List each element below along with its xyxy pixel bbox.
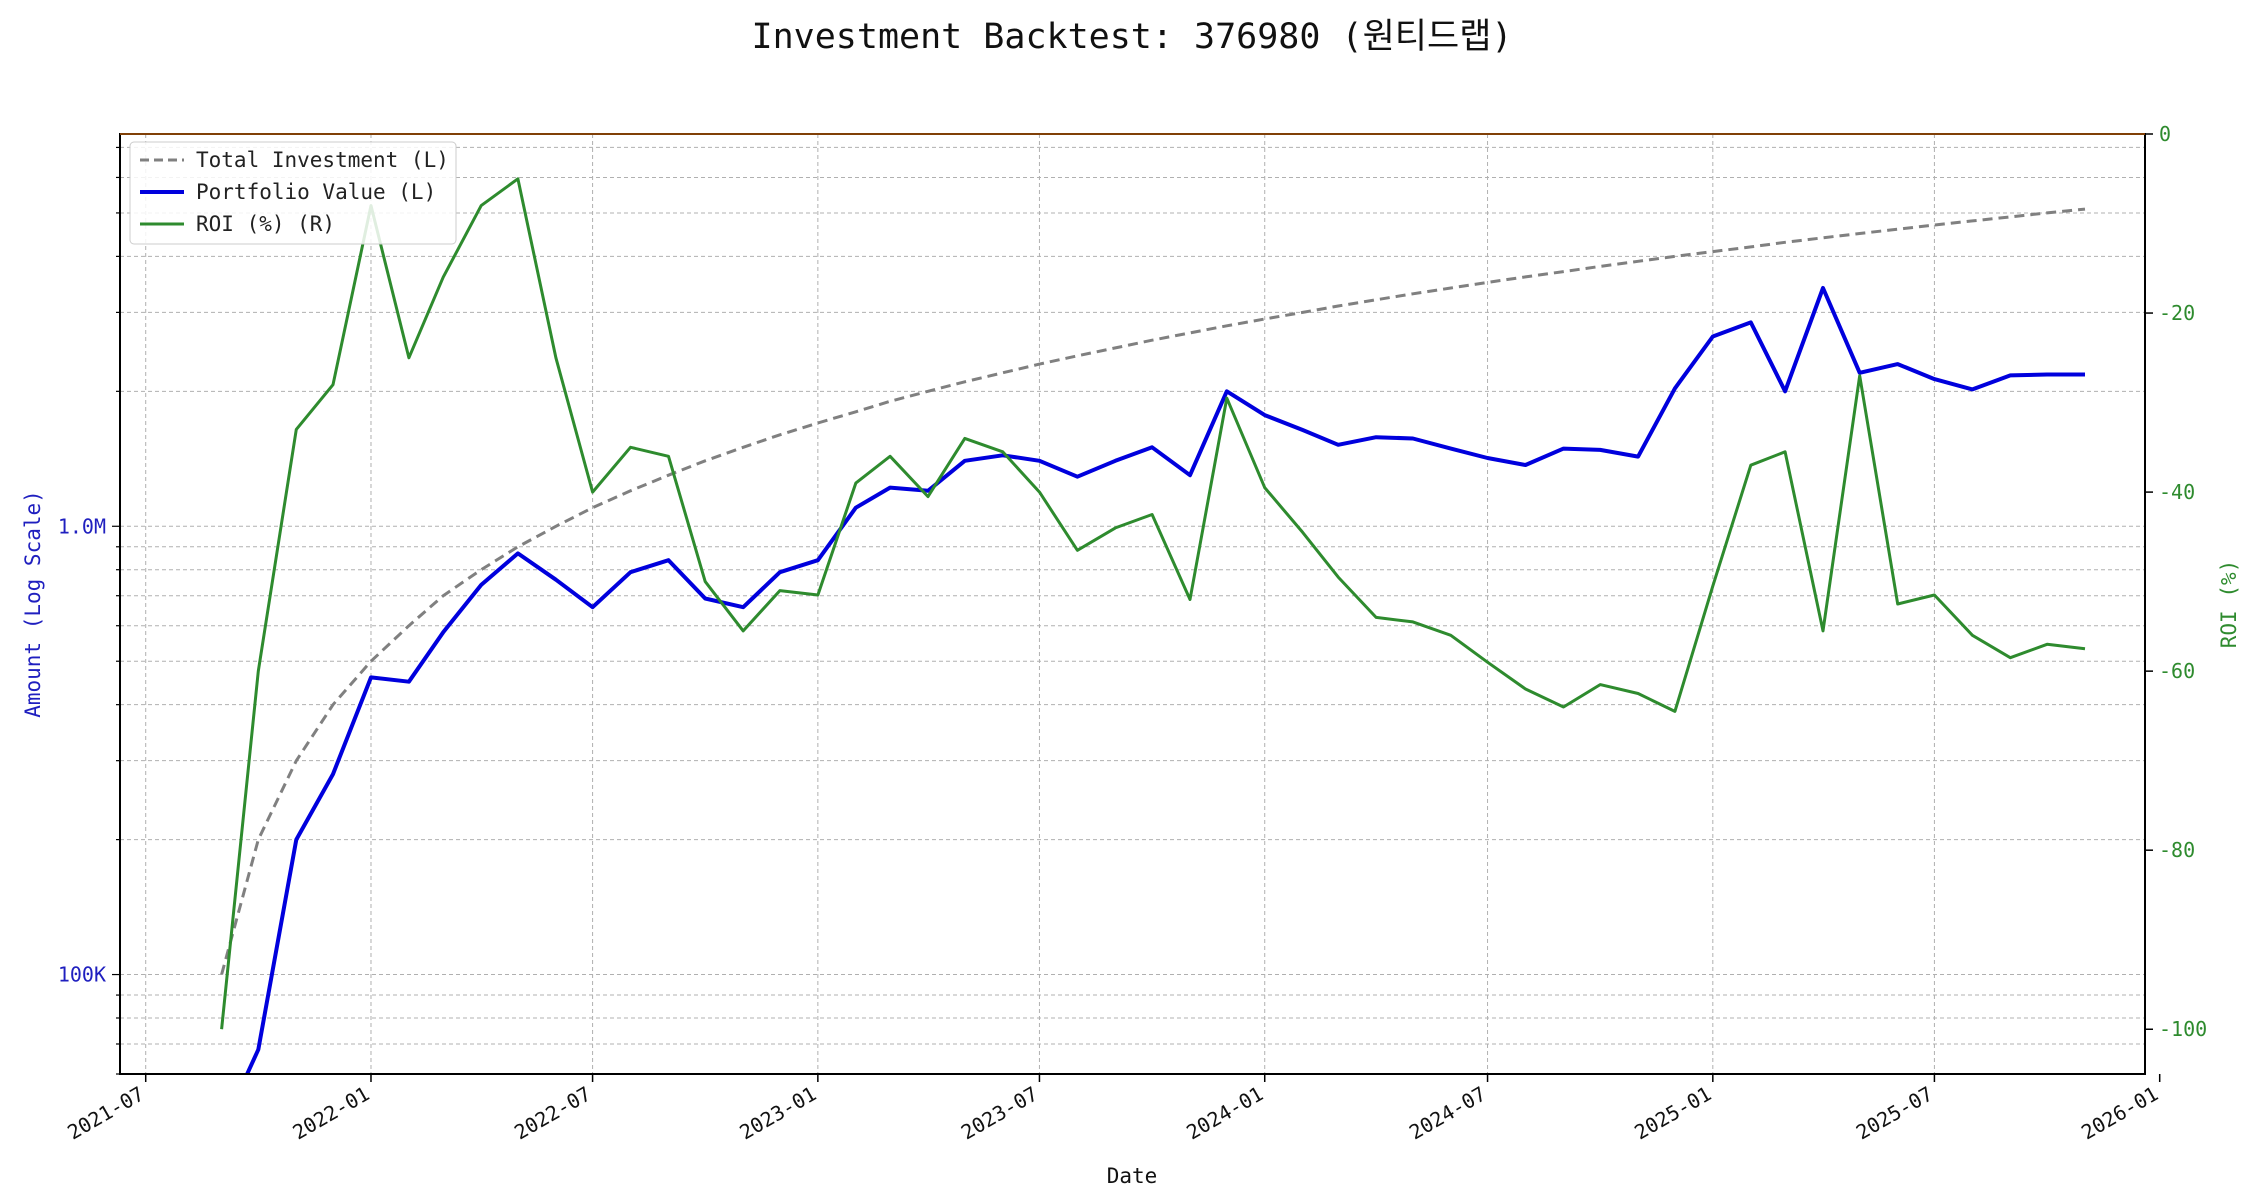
chart-title: Investment Backtest: 376980 (원티드랩) [752, 17, 1513, 57]
right-tick-label: -20 [2159, 301, 2195, 325]
left-axis-label: Amount (Log Scale) [21, 490, 45, 718]
left-tick-label: 100K [58, 963, 106, 987]
left-tick-label: 1.0M [58, 514, 106, 538]
legend: Total Investment (L) Portfolio Value (L)… [129, 141, 457, 245]
right-axis-label: ROI (%) [2217, 560, 2241, 649]
right-tick-label: -40 [2159, 480, 2195, 504]
legend-label-portfolio-value: Portfolio Value (L) [196, 180, 436, 204]
right-tick-label: -60 [2159, 659, 2195, 683]
left-axis-ticks: 100K 1.0M [58, 146, 120, 1075]
legend-label-roi: ROI (%) (R) [196, 212, 335, 236]
legend-box [129, 141, 457, 245]
grid-lines [120, 134, 2145, 1075]
series-total-investment [220, 207, 2086, 975]
x-axis-label: Date [1107, 1164, 1158, 1188]
series-lines [220, 177, 2086, 1074]
series-portfolio-value [244, 286, 2085, 1074]
right-tick-label: -100 [2159, 1017, 2207, 1041]
right-tick-label: 0 [2159, 122, 2171, 146]
right-axis-ticks: 0 -20 -40 -60 -80 -100 [2145, 122, 2207, 1041]
legend-label-total-investment: Total Investment (L) [196, 148, 449, 172]
right-tick-label: -80 [2159, 838, 2195, 862]
series-roi [220, 177, 2086, 1030]
